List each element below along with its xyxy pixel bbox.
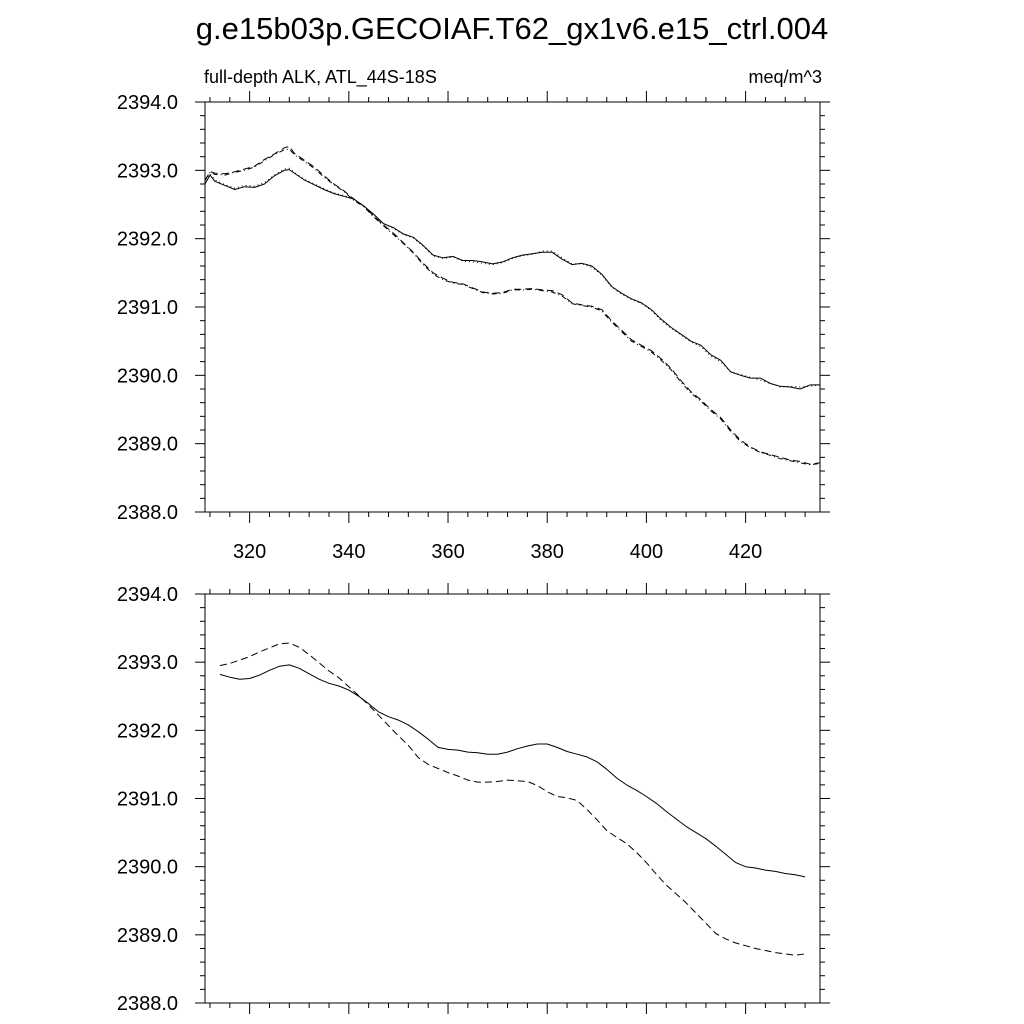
y-tick-label: 2391.0 [117,789,178,811]
x-tick-label: 320 [233,541,266,563]
y-tick-label: 2391.0 [117,297,178,319]
series-line-dashed [204,145,821,465]
plot-frame [204,593,821,1004]
series-line-dash-dot [204,148,821,466]
series-line-dotted [204,167,821,388]
series-line-solid [219,664,806,878]
y-tick-label: 2394.0 [117,584,178,606]
y-tick-label: 2393.0 [117,652,178,674]
y-tick-label: 2394.0 [117,92,178,114]
x-tick-label: 400 [630,541,663,563]
chart-variable-label: full-depth ALK, ATL_44S-18S [204,67,437,88]
x-tick-label: 340 [332,541,365,563]
y-tick-label: 2390.0 [117,365,178,387]
y-tick-label: 2389.0 [117,925,178,947]
x-tick-label: 380 [531,541,564,563]
y-tick-label: 2388.0 [117,993,178,1015]
plot-frame [204,101,821,513]
x-tick-label: 360 [431,541,464,563]
y-tick-label: 2389.0 [117,434,178,456]
y-tick-label: 2388.0 [117,502,178,524]
y-tick-label: 2392.0 [117,720,178,742]
chart-units-label: meq/m^3 [749,67,822,87]
x-tick-label: 420 [729,541,762,563]
y-tick-label: 2392.0 [117,229,178,251]
top-line-chart: full-depth ALK, ATL_44S-18S meq/m^3 2388… [117,67,830,563]
series-line-solid [204,169,820,390]
y-tick-label: 2390.0 [117,857,178,879]
figure-title: g.e15b03p.GECOIAF.T62_gx1v6.e15_ctrl.004 [196,11,828,46]
y-tick-label: 2393.0 [117,160,178,182]
series-line-dashed [219,642,806,956]
bottom-line-chart: 2388.0 2389.0 2390.0 2391.0 2392.0 2393.0 2394… [117,583,830,1015]
